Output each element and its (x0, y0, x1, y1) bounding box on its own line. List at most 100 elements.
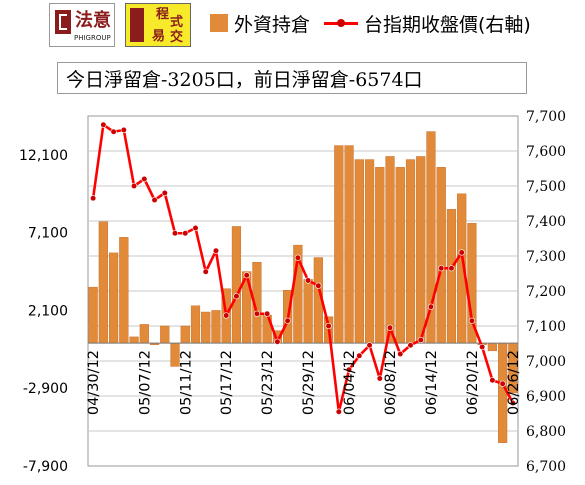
x-tick-label: 06/08/12 (383, 350, 399, 415)
price-point (305, 277, 312, 284)
position-bar (385, 156, 395, 344)
position-bar (344, 145, 354, 344)
phigroup-logo: 法意 PHIGROUP (49, 3, 115, 47)
price-point (233, 293, 240, 300)
price-point (182, 230, 189, 237)
price-point (151, 196, 158, 204)
price-point (397, 350, 404, 358)
price-point (458, 249, 465, 256)
position-summary: 今日淨留倉-3205口，前日淨留倉-6574口 (57, 62, 527, 94)
y-right-tick-label: 7,100 (526, 319, 566, 335)
x-tick-label: 05/07/12 (137, 350, 153, 415)
logo-brand-text: 法意 (75, 10, 111, 31)
legend-bar-label: 外資持倉 (234, 13, 311, 36)
price-point (130, 182, 138, 190)
position-bar (303, 279, 313, 344)
position-bar (88, 286, 98, 344)
price-point (366, 342, 373, 349)
price-point (427, 303, 435, 310)
position-bar (375, 167, 385, 344)
price-point (499, 380, 506, 387)
position-bar (139, 324, 149, 344)
badge-stamp-icon (130, 8, 144, 42)
position-bar (129, 336, 139, 344)
price-point (192, 224, 199, 232)
price-point (407, 342, 414, 349)
y-right-tick-label: 7,200 (526, 284, 566, 300)
y-right-tick-label: 7,400 (526, 214, 566, 230)
x-tick-label: 04/30/12 (86, 350, 102, 415)
badge-char-3: 交 (170, 30, 184, 45)
y-right-tick-label: 7,300 (526, 249, 566, 265)
legend-bar-swatch (210, 14, 228, 32)
badge-char-1: 程 (156, 7, 170, 22)
x-tick-label: 06/26/12 (506, 350, 522, 415)
price-point (386, 324, 394, 331)
y-right-tick-label: 7,600 (526, 144, 566, 160)
price-point (489, 377, 496, 384)
position-bar (405, 159, 416, 344)
y-right-tick-label: 6,700 (526, 459, 566, 475)
price-point (325, 322, 332, 330)
seal-icon (55, 10, 71, 34)
price-point (345, 366, 353, 373)
x-tick-label: 06/20/12 (465, 350, 481, 415)
position-bar (364, 159, 375, 344)
position-bar (160, 325, 170, 344)
position-bar (98, 221, 108, 344)
y-left-tick-label: 2,100 (28, 303, 68, 319)
price-point (479, 343, 486, 351)
price-point (376, 375, 383, 382)
position-bar (487, 342, 498, 352)
badge-char-4: 易 (152, 29, 166, 44)
x-tick-label: 06/14/12 (424, 350, 440, 415)
price-point (253, 310, 261, 317)
price-point (438, 265, 445, 272)
price-point (202, 268, 209, 275)
price-point (243, 272, 250, 279)
y-left-tick-label: 7,100 (28, 226, 68, 242)
price-point (468, 317, 476, 324)
y-left-tick-label: 12,100 (19, 148, 68, 164)
legend-line-label: 台指期收盤價(右軸) (364, 13, 531, 36)
price-point (335, 408, 342, 415)
position-bar (180, 325, 190, 344)
y-right-tick-label: 7,700 (526, 109, 566, 125)
price-point (356, 352, 363, 359)
price-point (90, 195, 97, 202)
y-left-tick-label: -2,900 (23, 381, 68, 397)
x-tick-label: 05/11/12 (178, 350, 194, 415)
program-trading-logo: 程 式 交 易 (125, 3, 191, 47)
price-point (171, 230, 179, 237)
price-point (120, 126, 127, 134)
price-point (294, 254, 301, 261)
price-point (274, 338, 281, 345)
price-point (161, 189, 168, 197)
price-point (212, 247, 220, 254)
legend-line-swatch (324, 14, 359, 32)
position-bar (231, 226, 242, 344)
chart-legend: 外資持倉 台指期收盤價(右軸) (210, 10, 531, 36)
price-point (223, 312, 230, 319)
position-bar (108, 252, 119, 344)
position-bar (119, 237, 129, 344)
position-bar (190, 305, 201, 344)
y-right-tick-label: 7,500 (526, 179, 566, 195)
position-bar (395, 167, 405, 344)
price-point (100, 121, 107, 128)
position-bar (201, 311, 211, 344)
x-tick-label: 05/17/12 (219, 350, 235, 415)
y-left-tick-label: -7,900 (23, 459, 68, 475)
y-right-tick-label: 6,800 (526, 424, 566, 440)
x-tick-label: 06/04/12 (342, 350, 358, 415)
price-point (509, 399, 516, 407)
y-right-tick-label: 7,000 (526, 354, 566, 370)
price-point (110, 128, 117, 135)
position-bar (334, 145, 344, 344)
price-point (264, 310, 271, 317)
price-point (417, 336, 424, 344)
position-bar (426, 131, 436, 344)
position-bar (436, 167, 446, 344)
position-bar (446, 209, 457, 344)
